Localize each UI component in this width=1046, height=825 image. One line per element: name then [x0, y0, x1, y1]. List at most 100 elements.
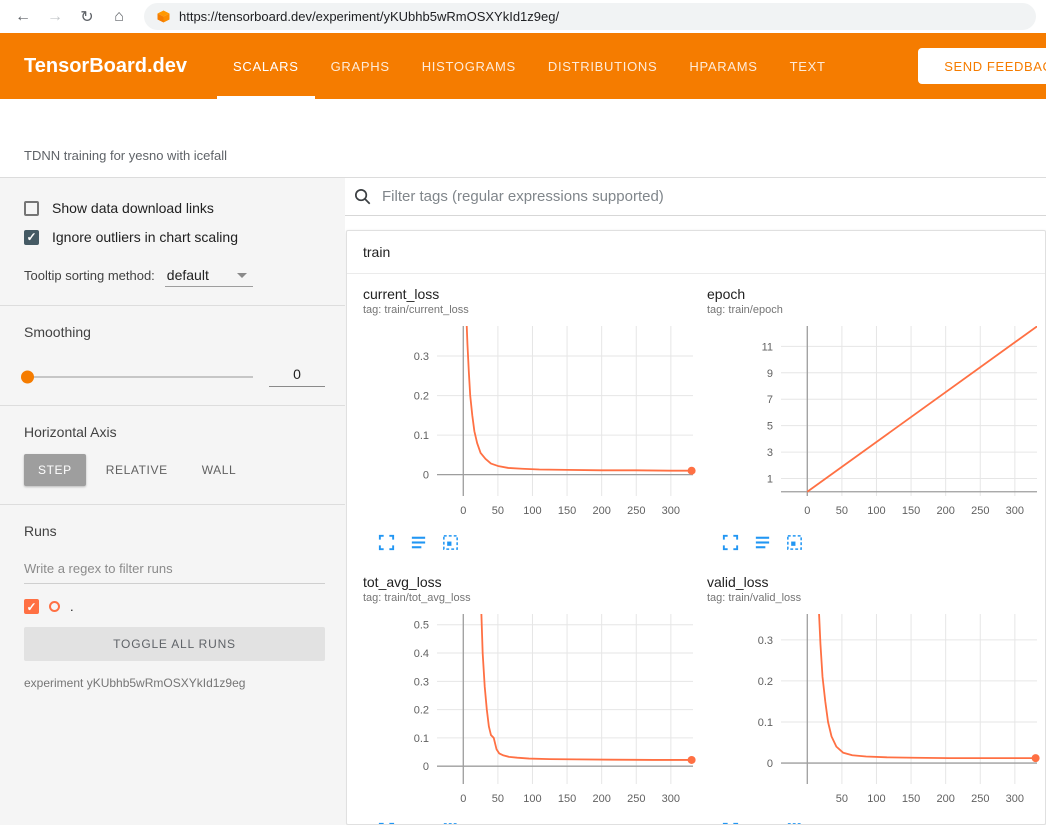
expand-chart-icon[interactable] — [377, 821, 396, 825]
tensorboard-favicon — [156, 9, 171, 24]
url-text: https://tensorboard.dev/experiment/yKUbh… — [179, 9, 559, 24]
svg-text:100: 100 — [523, 505, 541, 517]
run-row[interactable]: . — [24, 599, 325, 614]
show-download-links-row[interactable]: Show data download links — [24, 200, 325, 216]
show-download-links-checkbox[interactable] — [24, 201, 39, 216]
axis-wall-button[interactable]: WALL — [188, 454, 251, 486]
data-lines-icon[interactable] — [753, 533, 772, 552]
svg-text:200: 200 — [936, 505, 954, 517]
chart-current-loss: current_loss tag: train/current_loss 00.… — [363, 286, 701, 552]
svg-text:150: 150 — [558, 505, 576, 517]
svg-text:200: 200 — [592, 505, 610, 517]
search-icon — [353, 187, 372, 206]
svg-text:300: 300 — [662, 793, 680, 805]
tag-filter-input[interactable] — [382, 188, 1046, 205]
experiment-caption: experiment yKUbhb5wRmOSXYkId1z9eg — [24, 676, 325, 690]
svg-text:150: 150 — [902, 793, 920, 805]
run-color-swatch-icon — [49, 601, 60, 612]
tab-text[interactable]: TEXT — [774, 33, 842, 99]
svg-text:0.3: 0.3 — [758, 635, 773, 647]
svg-text:300: 300 — [662, 505, 680, 517]
chart-tag: tag: train/tot_avg_loss — [363, 592, 701, 604]
svg-text:100: 100 — [523, 793, 541, 805]
svg-text:0.1: 0.1 — [414, 733, 429, 745]
svg-text:11: 11 — [762, 341, 773, 353]
chart-toolbar — [363, 821, 701, 825]
chart-tag: tag: train/epoch — [707, 304, 1045, 316]
svg-text:0.3: 0.3 — [414, 351, 429, 363]
expand-chart-icon[interactable] — [721, 533, 740, 552]
smoothing-slider[interactable] — [24, 376, 253, 378]
svg-text:0.2: 0.2 — [414, 705, 429, 717]
svg-text:150: 150 — [558, 793, 576, 805]
ignore-outliers-label: Ignore outliers in chart scaling — [52, 229, 238, 245]
tab-scalars[interactable]: SCALARS — [217, 33, 315, 99]
run-checkbox[interactable] — [24, 599, 39, 614]
tab-histograms[interactable]: HISTOGRAMS — [406, 33, 532, 99]
runs-filter-input[interactable] — [24, 553, 325, 584]
data-lines-icon[interactable] — [753, 821, 772, 825]
reload-icon[interactable]: ↻ — [74, 4, 100, 30]
send-feedback-button[interactable]: SEND FEEDBACK — [918, 48, 1046, 84]
ignore-outliers-row[interactable]: Ignore outliers in chart scaling — [24, 229, 325, 245]
axis-step-button[interactable]: STEP — [24, 454, 86, 486]
axis-relative-button[interactable]: RELATIVE — [92, 454, 182, 486]
chart-toolbar — [707, 821, 1045, 825]
svg-text:200: 200 — [936, 793, 954, 805]
svg-text:3: 3 — [767, 447, 773, 459]
back-arrow-icon[interactable]: ← — [10, 4, 36, 30]
scalars-main-panel: train current_loss tag: train/current_lo… — [345, 178, 1046, 825]
chart-plot-area[interactable]: 00.10.20.30.40.5050100150200250300 — [363, 608, 701, 817]
experiment-subheader: TDNN training for yesno with icefall — [0, 99, 1046, 178]
fit-domain-icon[interactable] — [785, 821, 804, 825]
chevron-down-icon — [237, 273, 247, 278]
svg-text:0.2: 0.2 — [758, 676, 773, 688]
chart-title: current_loss — [363, 286, 701, 302]
chart-valid-loss: valid_loss tag: train/valid_loss 00.10.2… — [707, 574, 1045, 825]
chart-title: tot_avg_loss — [363, 574, 701, 590]
svg-text:50: 50 — [836, 505, 848, 517]
svg-text:300: 300 — [1006, 505, 1024, 517]
svg-text:100: 100 — [867, 505, 885, 517]
ignore-outliers-checkbox[interactable] — [24, 230, 39, 245]
runs-label: Runs — [24, 523, 325, 539]
forward-arrow-icon[interactable]: → — [42, 4, 68, 30]
svg-text:0: 0 — [423, 761, 429, 773]
smoothing-slider-knob[interactable] — [21, 370, 34, 383]
horizontal-axis-label: Horizontal Axis — [24, 424, 325, 440]
tooltip-sorting-row: Tooltip sorting method: default — [24, 267, 325, 287]
tag-group-header[interactable]: train — [347, 231, 1045, 274]
tab-distributions[interactable]: DISTRIBUTIONS — [532, 33, 674, 99]
expand-chart-icon[interactable] — [721, 821, 740, 825]
chart-epoch: epoch tag: train/epoch 13579110501001502… — [707, 286, 1045, 552]
expand-chart-icon[interactable] — [377, 533, 396, 552]
address-bar[interactable]: https://tensorboard.dev/experiment/yKUbh… — [144, 3, 1036, 30]
toggle-all-runs-button[interactable]: TOGGLE ALL RUNS — [24, 627, 325, 661]
chart-plot-area[interactable]: 00.10.20.3050100150200250300 — [363, 320, 701, 529]
fit-domain-icon[interactable] — [441, 821, 460, 825]
svg-text:0: 0 — [460, 793, 466, 805]
svg-text:0.5: 0.5 — [414, 620, 429, 632]
chart-plot-area[interactable]: 1357911050100150200250300 — [707, 320, 1045, 529]
svg-text:0: 0 — [804, 505, 810, 517]
fit-domain-icon[interactable] — [441, 533, 460, 552]
smoothing-value-field[interactable]: 0 — [269, 366, 325, 387]
tooltip-sorting-label: Tooltip sorting method: — [24, 268, 155, 283]
svg-text:0.4: 0.4 — [414, 648, 429, 660]
chart-title: epoch — [707, 286, 1045, 302]
tooltip-sorting-select[interactable]: default — [165, 267, 253, 287]
data-lines-icon[interactable] — [409, 533, 428, 552]
tab-graphs[interactable]: GRAPHS — [315, 33, 406, 99]
settings-sidebar: Show data download links Ignore outliers… — [0, 178, 345, 825]
data-lines-icon[interactable] — [409, 821, 428, 825]
chart-toolbar — [707, 533, 1045, 552]
home-icon[interactable]: ⌂ — [106, 4, 132, 30]
tab-hparams[interactable]: HPARAMS — [673, 33, 773, 99]
fit-domain-icon[interactable] — [785, 533, 804, 552]
svg-text:0: 0 — [423, 470, 429, 482]
svg-text:0: 0 — [767, 758, 773, 770]
charts-grid: current_loss tag: train/current_loss 00.… — [347, 274, 1045, 825]
chart-tot-avg-loss: tot_avg_loss tag: train/tot_avg_loss 0 0.… — [363, 574, 701, 825]
chart-plot-area[interactable]: 00.10.20.350100150200250300 — [707, 608, 1045, 817]
experiment-title: TDNN training for yesno with icefall — [24, 148, 227, 163]
